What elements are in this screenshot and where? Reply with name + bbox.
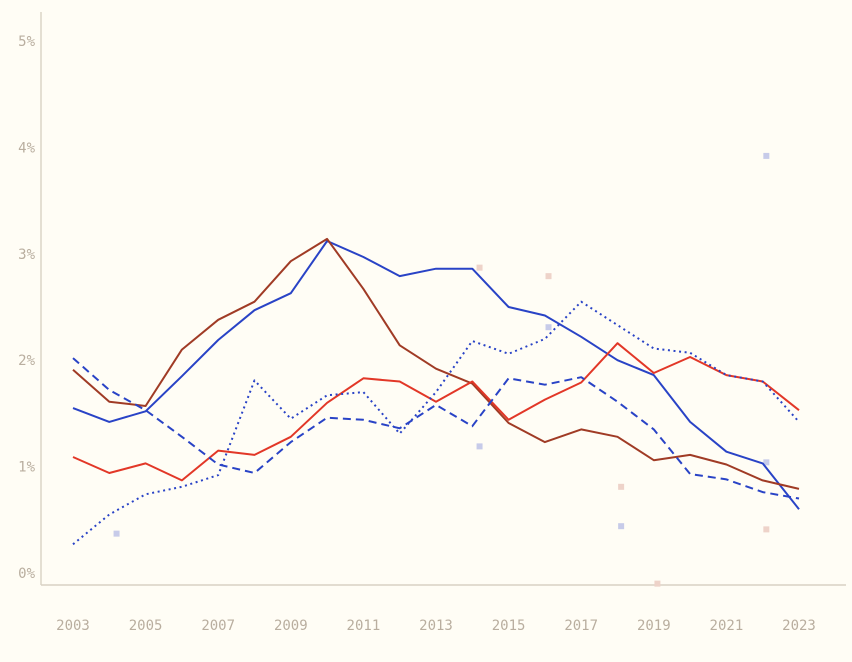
scatter-point-lavender-squares	[763, 459, 770, 466]
x-tick-label: 2013	[419, 618, 453, 634]
series-line-blue-dashed	[72, 357, 800, 500]
x-tick-label: 2015	[492, 618, 526, 634]
scatter-point-pink-squares	[545, 273, 552, 280]
scatter-point-lavender-squares	[476, 443, 483, 450]
y-tick-label: 5%	[18, 34, 35, 50]
series-line-red-solid	[72, 342, 800, 482]
x-tick-label: 2021	[710, 618, 744, 634]
y-tick-label: 2%	[18, 353, 35, 369]
scatter-point-pink-squares	[476, 264, 483, 271]
scatter-point-lavender-squares	[618, 523, 625, 530]
scatter-point-pink-squares	[763, 526, 770, 533]
x-tick-label: 2011	[347, 618, 381, 634]
x-tick-label: 2003	[56, 618, 90, 634]
x-tick-label: 2023	[782, 618, 816, 634]
y-tick-label: 3%	[18, 247, 35, 263]
scatter-point-lavender-squares	[763, 152, 770, 159]
scatter-point-lavender-squares	[113, 530, 120, 537]
x-tick-label: 2019	[637, 618, 671, 634]
y-tick-label: 1%	[18, 460, 35, 476]
series-line-blue-solid	[72, 240, 800, 510]
x-tick-label: 2017	[564, 618, 598, 634]
y-tick-label: 4%	[18, 140, 35, 156]
scatter-point-pink-squares	[654, 580, 661, 587]
x-tick-label: 2009	[274, 618, 308, 634]
x-tick-label: 2007	[201, 618, 235, 634]
series-line-dark-red-solid	[72, 237, 800, 490]
y-tick-label: 0%	[18, 566, 35, 582]
scatter-point-pink-squares	[618, 483, 625, 490]
x-tick-label: 2005	[129, 618, 163, 634]
scatter-point-lavender-squares	[545, 324, 552, 331]
